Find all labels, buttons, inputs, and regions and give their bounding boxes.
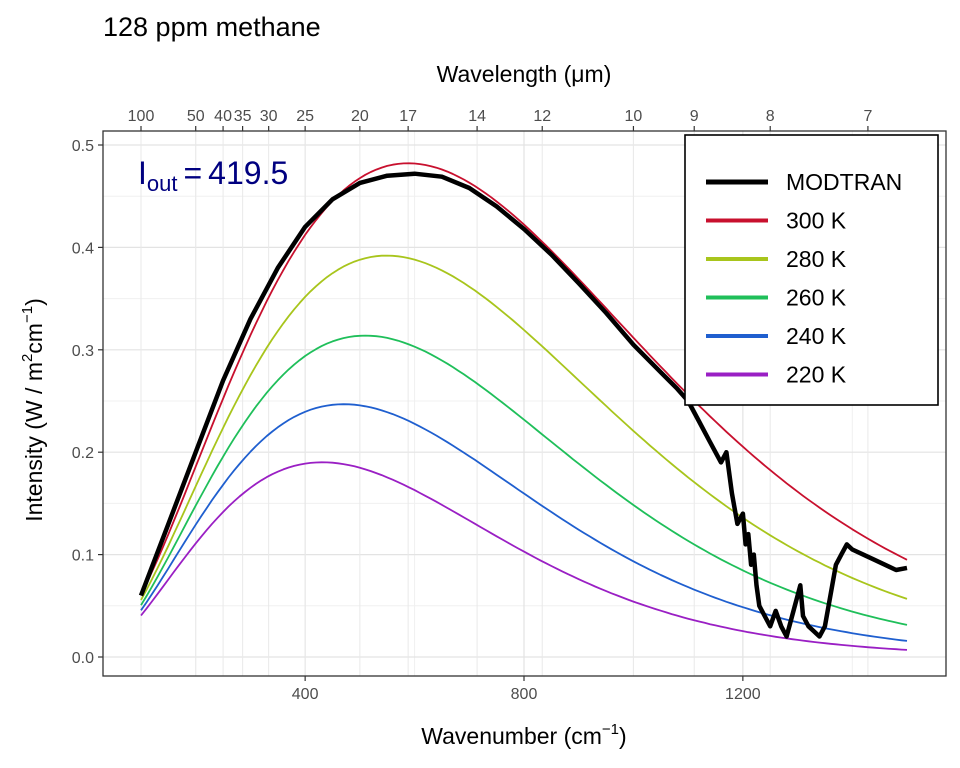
x-tick-label: 800: [511, 686, 538, 703]
series-line-modtran: [138, 171, 908, 639]
top-tick-label: 9: [690, 108, 699, 125]
annotation-i-out: Iout = 419.5: [138, 155, 288, 196]
series-line-300-k: [140, 162, 908, 596]
top-tick-label: 14: [468, 108, 486, 125]
top-tick-label: 50: [187, 108, 205, 125]
y-axis-title: Intensity (W / m2cm−1): [19, 298, 47, 522]
top-tick-label: 10: [625, 108, 643, 125]
axes: 0.0 0.1 0.2 0.3 0.4 0.5 400 800 1200 100 50 40 35 30 2…: [72, 108, 873, 703]
top-tick-label: 100: [128, 108, 155, 125]
top-tick-label: 17: [399, 108, 417, 125]
legend-label: 240 K: [786, 323, 847, 349]
top-tick-label: 35: [234, 108, 252, 125]
y-tick-label: 0.5: [72, 138, 94, 155]
y-tick-label: 0.4: [72, 240, 94, 257]
y-tick-label: 0.0: [72, 650, 94, 667]
legend-label: 260 K: [786, 285, 847, 311]
top-tick-label: 20: [351, 108, 369, 125]
top-tick-label: 7: [863, 108, 872, 125]
top-tick-label: 12: [533, 108, 551, 125]
x-tick-label: 400: [292, 686, 319, 703]
x-tick-label: 1200: [725, 686, 761, 703]
series-line-220-k: [140, 461, 908, 651]
series-group: [138, 162, 908, 651]
y-tick-label: 0.2: [72, 445, 94, 462]
series-line-260-k: [140, 334, 908, 626]
legend: MODTRAN 300 K 280 K 260 K 240 K 220 K: [684, 134, 939, 406]
legend-label: 300 K: [786, 208, 847, 234]
series-line-280-k: [140, 254, 908, 601]
top-tick-label: 8: [766, 108, 775, 125]
x-axis-title: Wavenumber (cm−1): [421, 721, 626, 749]
top-tick-label: 40: [214, 108, 232, 125]
y-tick-label: 0.3: [72, 343, 94, 360]
legend-label: 220 K: [786, 362, 847, 388]
top-tick-label: 25: [296, 108, 314, 125]
legend-label: 280 K: [786, 246, 847, 272]
legend-label: MODTRAN: [786, 169, 902, 195]
top-tick-label: 30: [260, 108, 278, 125]
chart-title: 128 ppm methane: [103, 12, 321, 42]
top-axis-title: Wavelength (μm): [437, 61, 612, 87]
y-tick-label: 0.1: [72, 548, 94, 565]
